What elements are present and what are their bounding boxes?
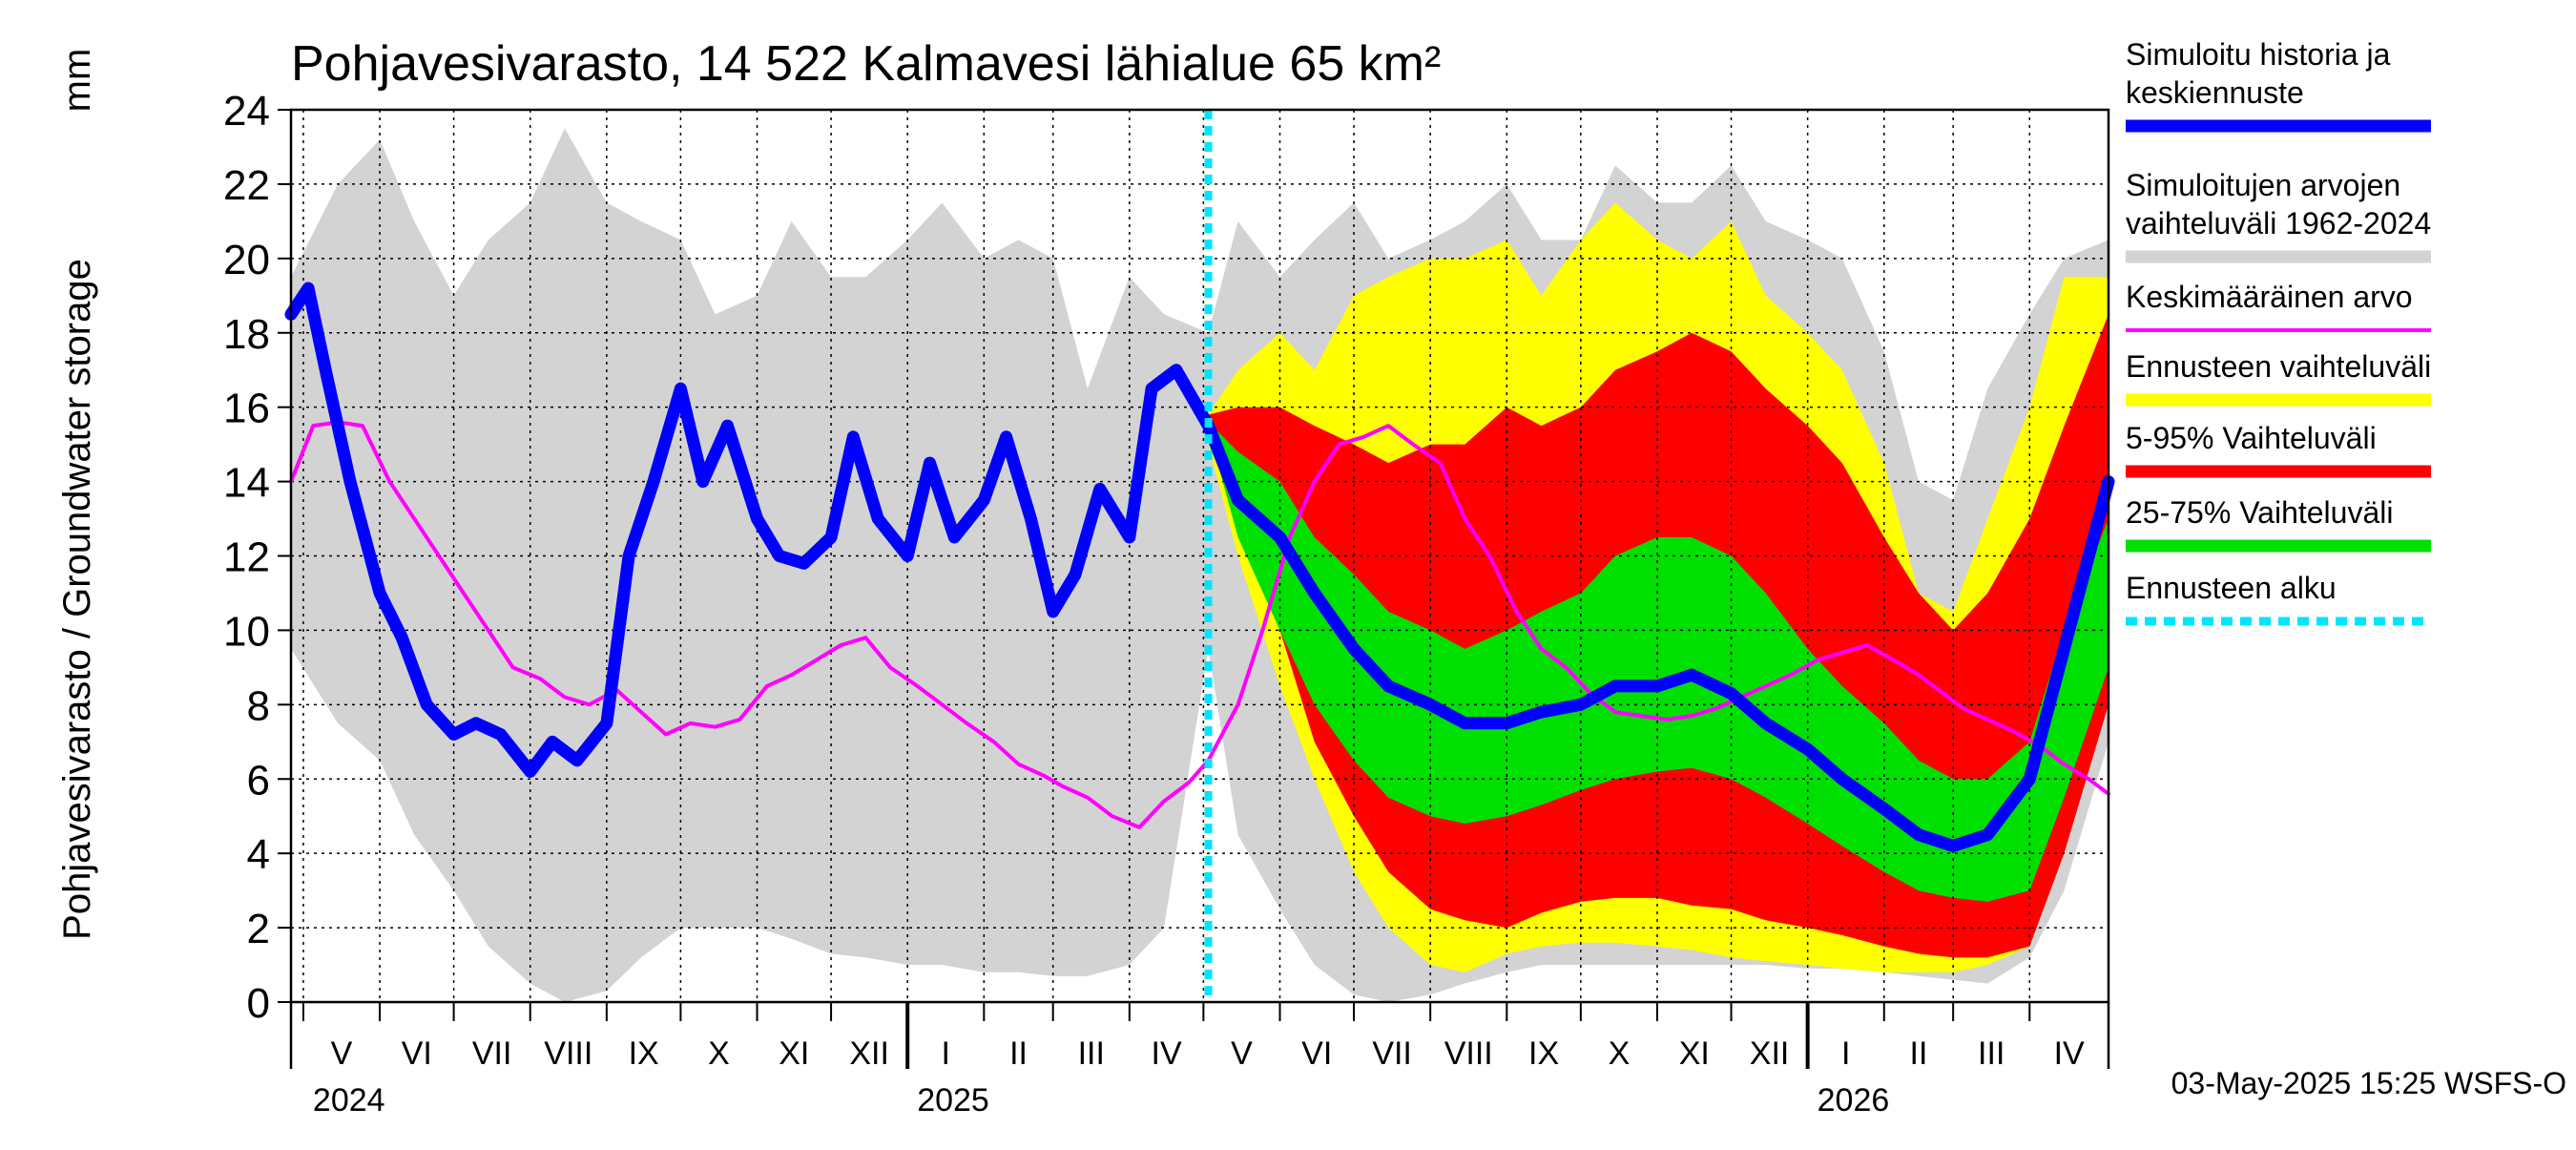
month-label: VI bbox=[402, 1035, 432, 1072]
month-label: III bbox=[1078, 1035, 1105, 1072]
month-label: I bbox=[942, 1035, 950, 1072]
month-label: IX bbox=[629, 1035, 659, 1072]
month-label: IX bbox=[1528, 1035, 1559, 1072]
legend-label: Simuloitujen arvojen bbox=[2126, 168, 2400, 202]
y-tick-label: 0 bbox=[247, 980, 270, 1027]
y-tick-label: 4 bbox=[247, 831, 270, 878]
y-tick-label: 8 bbox=[247, 682, 270, 729]
band-layer bbox=[291, 128, 2109, 1002]
y-tick-label: 6 bbox=[247, 757, 270, 804]
month-label: VIII bbox=[544, 1035, 592, 1072]
month-label: V bbox=[331, 1035, 353, 1072]
y-tick-label: 2 bbox=[247, 906, 270, 952]
month-label: VII bbox=[472, 1035, 512, 1072]
legend-label: keskiennuste bbox=[2126, 75, 2304, 110]
year-label: 2026 bbox=[1818, 1082, 1890, 1119]
legend-label: 25-75% Vaihteluväli bbox=[2126, 495, 2393, 530]
y-tick-label: 20 bbox=[223, 237, 270, 283]
month-label: VII bbox=[1372, 1035, 1412, 1072]
series-mean-line bbox=[289, 420, 2110, 829]
y-tick-label: 12 bbox=[223, 534, 270, 581]
y-tick-label: 10 bbox=[223, 608, 270, 655]
legend-label: vaihteluväli 1962-2024 bbox=[2126, 206, 2431, 240]
legend-label: Simuloitu historia ja bbox=[2126, 37, 2391, 72]
month-label: XII bbox=[849, 1035, 889, 1072]
month-label: III bbox=[1978, 1035, 2005, 1072]
y-tick-label: 24 bbox=[223, 88, 270, 135]
month-label: V bbox=[1231, 1035, 1253, 1072]
y-tick-label: 18 bbox=[223, 311, 270, 358]
y-tick-label: 14 bbox=[223, 460, 270, 507]
y-axis-unit: mm bbox=[56, 49, 98, 113]
month-label: II bbox=[1009, 1035, 1028, 1072]
legend-label: Keskimääräinen arvo bbox=[2126, 280, 2413, 314]
y-tick-label: 22 bbox=[223, 162, 270, 209]
month-label: IV bbox=[2054, 1035, 2085, 1072]
month-label: I bbox=[1841, 1035, 1850, 1072]
chart-title: Pohjavesivarasto, 14 522 Kalmavesi lähia… bbox=[291, 36, 1441, 92]
legend-label: 5-95% Vaihteluväli bbox=[2126, 421, 2377, 455]
year-label: 2025 bbox=[917, 1082, 989, 1119]
month-label: X bbox=[708, 1035, 730, 1072]
line-layer bbox=[284, 110, 2115, 1002]
month-label: XI bbox=[1679, 1035, 1710, 1072]
year-label: 2024 bbox=[313, 1082, 385, 1119]
legend-label: Ennusteen vaihteluväli bbox=[2126, 349, 2431, 384]
plot-frame bbox=[289, 108, 2110, 1004]
timestamp-footer: 03-May-2025 15:25 WSFS-O bbox=[2171, 1066, 2566, 1100]
y-axis-title: Pohjavesivarasto / Groundwater storage bbox=[56, 259, 98, 940]
y-tick-label: 16 bbox=[223, 386, 270, 432]
month-label: VIII bbox=[1444, 1035, 1493, 1072]
month-label: XII bbox=[1750, 1035, 1790, 1072]
month-label: X bbox=[1609, 1035, 1631, 1072]
month-label: IV bbox=[1152, 1035, 1182, 1072]
month-label: II bbox=[1910, 1035, 1928, 1072]
month-label: XI bbox=[779, 1035, 809, 1072]
series-simulated-forecast-line bbox=[284, 282, 2115, 852]
legend-label: Ennusteen alku bbox=[2126, 571, 2337, 605]
month-label: VI bbox=[1301, 1035, 1332, 1072]
